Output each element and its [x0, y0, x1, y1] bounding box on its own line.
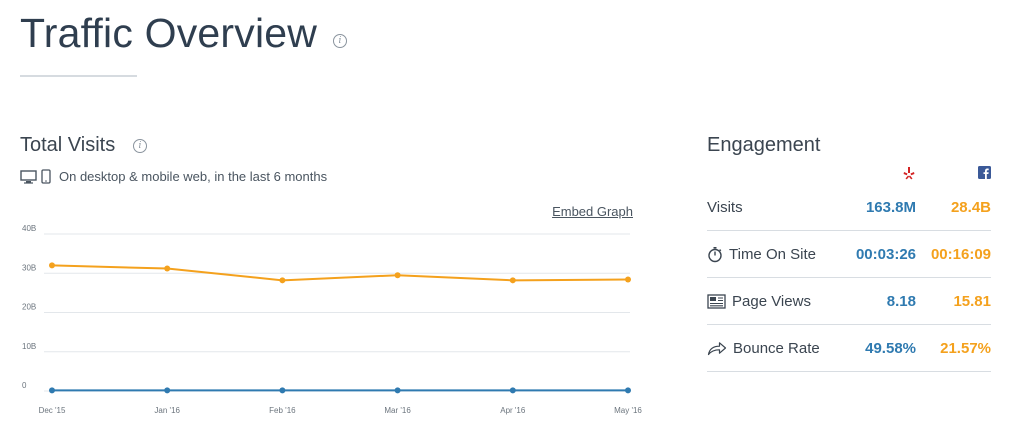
total-visits-title: Total Visits	[20, 134, 116, 156]
y-tick-label: 0	[22, 381, 27, 390]
y-tick-label: 10B	[22, 342, 36, 351]
metric-label: Visits	[707, 199, 743, 216]
desktop-icon	[20, 169, 37, 184]
info-icon[interactable]: i	[333, 34, 347, 48]
x-tick-label: May '16	[614, 406, 642, 415]
data-point[interactable]	[625, 387, 631, 394]
metric-value-yelp: 00:03:26	[855, 245, 916, 263]
metric-label: Bounce Rate	[707, 340, 820, 357]
metric-label-text: Time On Site	[729, 245, 816, 263]
x-tick-label: Dec '15	[39, 406, 66, 415]
mobile-icon	[41, 169, 51, 184]
metric-row-bounce-rate: Bounce Rate 49.58% 21.57%	[707, 325, 991, 372]
x-tick-label: Apr '16	[500, 406, 526, 415]
metric-label-text: Page Views	[732, 292, 811, 310]
info-icon[interactable]: i	[133, 139, 147, 153]
device-subtitle: On desktop & mobile web, in the last 6 m…	[20, 169, 327, 184]
data-point[interactable]	[49, 387, 55, 394]
metric-row-time-on-site: Time On Site 00:03:26 00:16:09	[707, 231, 991, 278]
x-tick-label: Feb '16	[269, 406, 296, 415]
metric-row-visits: Visits 163.8M 28.4B	[707, 184, 991, 231]
data-point[interactable]	[625, 276, 631, 283]
data-point[interactable]	[509, 277, 516, 284]
engagement-title: Engagement	[707, 134, 821, 156]
embed-graph-link[interactable]: Embed Graph	[552, 204, 633, 219]
metric-label: Page Views	[707, 293, 811, 310]
metric-label-text: Bounce Rate	[733, 339, 820, 357]
y-tick-label: 40B	[22, 224, 36, 233]
metric-value-facebook: 00:16:09	[930, 245, 991, 263]
series-line-0	[51, 264, 629, 282]
data-point[interactable]	[509, 387, 516, 394]
metric-value-yelp: 49.58%	[865, 339, 916, 357]
metric-label-text: Visits	[707, 198, 743, 216]
brand-row	[707, 164, 991, 184]
device-subtitle-text: On desktop & mobile web, in the last 6 m…	[59, 169, 328, 184]
metric-value-facebook: 15.81	[953, 292, 991, 310]
title-divider	[20, 75, 137, 77]
metric-value-facebook: 21.57%	[940, 339, 991, 357]
data-point[interactable]	[164, 387, 171, 394]
yelp-icon	[903, 167, 915, 180]
data-point[interactable]	[394, 272, 401, 279]
metric-row-page-views: Page Views 8.18 15.81	[707, 278, 991, 325]
x-tick-label: Jan '16	[154, 406, 180, 415]
page-views-icon	[707, 293, 726, 309]
page-title: Traffic Overview	[20, 10, 318, 56]
bounce-arrow-icon	[707, 341, 727, 355]
stopwatch-icon	[708, 246, 722, 262]
data-point[interactable]	[49, 262, 55, 269]
data-point[interactable]	[279, 387, 286, 394]
metric-value-yelp: 8.18	[886, 292, 916, 310]
traffic-chart: 40B 30B 20B 10B 0 Dec '15 Jan '16 Feb '16 Mar '1…	[22, 224, 642, 415]
y-tick-label: 20B	[22, 303, 36, 312]
x-tick-label: Mar '16	[384, 406, 411, 415]
data-point[interactable]	[394, 387, 401, 394]
metric-value-facebook: 28.4B	[950, 198, 991, 216]
data-point[interactable]	[279, 277, 286, 284]
y-tick-label: 30B	[22, 263, 36, 272]
metric-label: Time On Site	[707, 246, 816, 263]
facebook-icon	[978, 166, 991, 179]
metric-value-yelp: 163.8M	[865, 198, 916, 216]
engagement-table: Visits 163.8M 28.4B Time On Site 00:03:2…	[707, 164, 991, 372]
data-point[interactable]	[164, 265, 171, 272]
